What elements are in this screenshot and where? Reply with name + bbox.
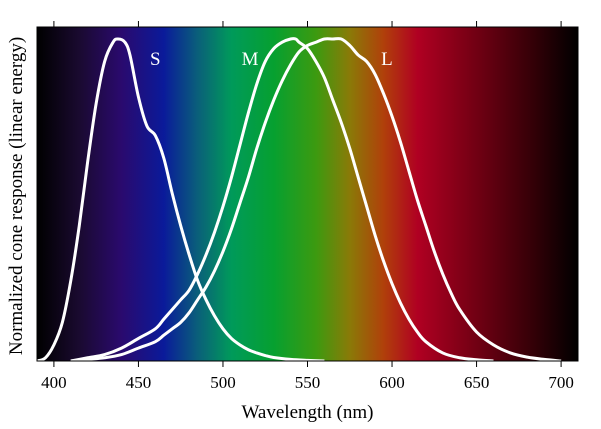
curves-group — [36, 37, 562, 363]
x-tick-label: 550 — [295, 373, 321, 392]
x-tick-label: 400 — [41, 373, 67, 392]
curve-s — [36, 37, 325, 363]
x-tick-label: 450 — [126, 373, 152, 392]
curve-label-s: S — [150, 49, 161, 70]
curve-l — [70, 37, 562, 363]
spectrum-background — [37, 27, 578, 361]
x-tick-label: 600 — [379, 373, 405, 392]
curve-label-m: M — [242, 49, 259, 70]
curve-label-l: L — [381, 49, 393, 70]
x-tick-label: 700 — [548, 373, 574, 392]
curve-m — [70, 37, 494, 363]
x-ticks-group: 400 450 500 550 600 650 700 — [41, 21, 574, 392]
x-tick-label: 650 — [464, 373, 490, 392]
x-tick-label: 500 — [210, 373, 236, 392]
x-axis-title: Wavelength (nm) — [242, 402, 374, 423]
y-axis-title: Normalized cone response (linear energy) — [6, 37, 27, 355]
